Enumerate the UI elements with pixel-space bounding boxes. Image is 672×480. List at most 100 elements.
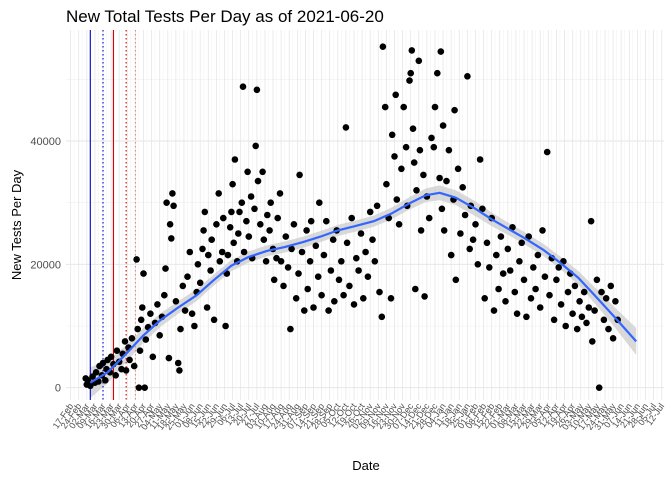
data-point bbox=[520, 276, 528, 284]
data-point bbox=[355, 267, 362, 274]
data-point bbox=[287, 325, 294, 333]
data-point bbox=[280, 282, 287, 290]
data-point bbox=[252, 142, 259, 150]
data-point bbox=[379, 43, 387, 50]
data-point bbox=[530, 264, 537, 271]
data-point bbox=[205, 251, 212, 259]
data-point bbox=[400, 103, 408, 111]
data-point bbox=[122, 367, 130, 374]
data-point bbox=[228, 208, 235, 216]
data-point bbox=[320, 251, 328, 259]
data-point bbox=[438, 205, 446, 213]
data-point bbox=[107, 353, 115, 361]
data-point bbox=[200, 227, 207, 234]
data-point bbox=[353, 254, 360, 262]
data-point bbox=[247, 193, 255, 200]
y-tick-label: 40000 bbox=[30, 136, 61, 148]
data-point bbox=[201, 208, 209, 216]
grid bbox=[66, 30, 664, 400]
data-point bbox=[506, 267, 514, 274]
data-point bbox=[267, 199, 275, 206]
data-point bbox=[350, 301, 358, 308]
data-point bbox=[126, 356, 133, 364]
data-point bbox=[186, 248, 194, 256]
data-point bbox=[407, 69, 415, 77]
data-point bbox=[147, 310, 154, 318]
data-point bbox=[282, 233, 290, 240]
data-point bbox=[591, 307, 598, 314]
data-point bbox=[331, 298, 338, 305]
data-point bbox=[218, 248, 226, 256]
data-point bbox=[253, 86, 261, 94]
data-point bbox=[156, 332, 163, 339]
data-point bbox=[476, 156, 484, 163]
data-point bbox=[130, 362, 138, 370]
data-point bbox=[342, 124, 350, 131]
data-point bbox=[607, 282, 615, 290]
data-point bbox=[314, 273, 322, 281]
chart-title: New Total Tests Per Day as of 2021-06-20 bbox=[66, 7, 384, 26]
data-point bbox=[288, 245, 295, 253]
data-point bbox=[585, 304, 593, 311]
data-point bbox=[445, 146, 453, 154]
data-point bbox=[323, 217, 330, 225]
data-point bbox=[583, 319, 590, 327]
data-point bbox=[276, 190, 284, 197]
data-point bbox=[451, 106, 458, 114]
data-point bbox=[239, 83, 247, 90]
data-point bbox=[181, 307, 189, 314]
data-point bbox=[262, 258, 270, 265]
data-point bbox=[546, 291, 553, 299]
data-point bbox=[454, 165, 462, 173]
data-point bbox=[502, 298, 509, 305]
data-point bbox=[213, 221, 220, 228]
data-point bbox=[191, 322, 198, 330]
data-point bbox=[84, 377, 92, 384]
data-point bbox=[335, 276, 343, 284]
y-axis-title: New Tests Per Day bbox=[9, 169, 24, 280]
data-point bbox=[493, 251, 500, 259]
data-point bbox=[133, 256, 140, 263]
data-point bbox=[177, 325, 184, 333]
data-point bbox=[543, 148, 551, 156]
data-point bbox=[240, 248, 248, 256]
x-axis: 17-Feb24-Feb02-Mar09-Mar16-Mar23-Mar30-M… bbox=[51, 401, 667, 432]
data-point bbox=[154, 301, 161, 308]
data-point bbox=[243, 217, 250, 225]
data-point bbox=[534, 251, 542, 259]
data-point bbox=[605, 325, 612, 333]
data-point bbox=[373, 202, 381, 210]
data-point bbox=[474, 261, 482, 268]
data-point bbox=[360, 295, 367, 302]
smooth-trend-line bbox=[89, 191, 638, 384]
data-point bbox=[274, 214, 282, 222]
data-point bbox=[231, 156, 239, 163]
data-point bbox=[184, 273, 191, 281]
data-point bbox=[428, 134, 435, 142]
data-point bbox=[357, 230, 365, 237]
data-point bbox=[220, 214, 227, 222]
data-point bbox=[408, 47, 416, 54]
data-point bbox=[598, 288, 605, 296]
data-point bbox=[539, 227, 546, 234]
data-point bbox=[142, 336, 150, 343]
data-point bbox=[135, 384, 143, 392]
data-point bbox=[481, 295, 489, 302]
data-point bbox=[366, 208, 374, 216]
data-point bbox=[541, 273, 549, 281]
data-point bbox=[254, 177, 262, 185]
data-point bbox=[431, 103, 439, 111]
data-point bbox=[199, 245, 206, 253]
data-point bbox=[306, 258, 314, 265]
data-point bbox=[383, 180, 390, 188]
data-point bbox=[264, 211, 271, 219]
data-point bbox=[417, 227, 425, 234]
data-point bbox=[571, 282, 579, 290]
data-point bbox=[170, 202, 177, 210]
data-point bbox=[307, 217, 315, 225]
data-point bbox=[179, 282, 187, 290]
data-point bbox=[536, 304, 544, 311]
data-point bbox=[112, 372, 119, 379]
data-point bbox=[102, 377, 109, 384]
